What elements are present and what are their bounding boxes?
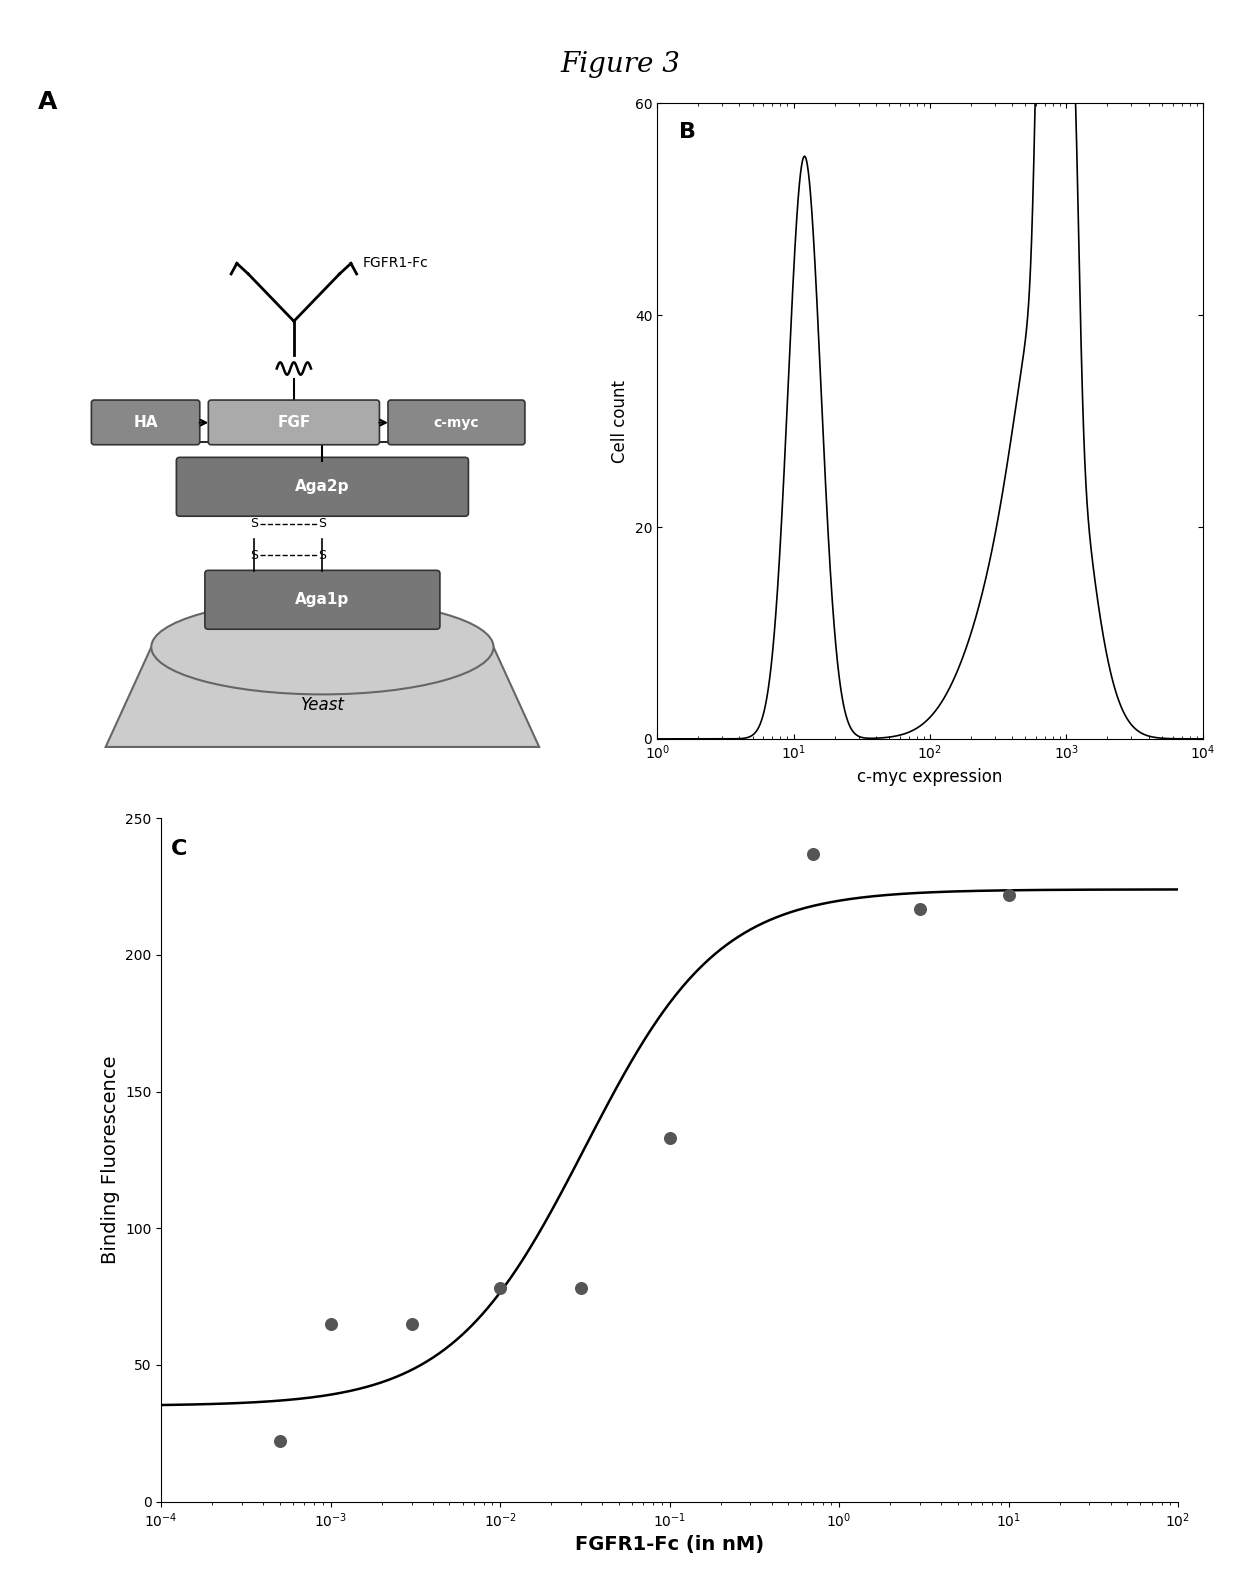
- Text: S: S: [250, 516, 258, 531]
- Text: B: B: [680, 122, 696, 143]
- Point: [321, 1311, 341, 1336]
- Text: S: S: [319, 516, 326, 531]
- Text: Aga1p: Aga1p: [295, 593, 350, 607]
- FancyBboxPatch shape: [388, 400, 525, 445]
- Y-axis label: Cell count: Cell count: [611, 380, 629, 462]
- Point: [660, 1125, 680, 1150]
- Y-axis label: Binding Fluorescence: Binding Fluorescence: [100, 1055, 119, 1265]
- Text: S: S: [250, 548, 258, 561]
- Text: Figure 3: Figure 3: [560, 51, 680, 78]
- Text: Aga2p: Aga2p: [295, 480, 350, 494]
- Text: A: A: [38, 91, 58, 114]
- Point: [910, 896, 930, 922]
- Point: [572, 1276, 591, 1301]
- Ellipse shape: [151, 599, 494, 694]
- X-axis label: c-myc expression: c-myc expression: [857, 767, 1003, 787]
- X-axis label: FGFR1-Fc (in nM): FGFR1-Fc (in nM): [575, 1535, 764, 1554]
- Point: [802, 841, 822, 866]
- Text: FGFR1-Fc: FGFR1-Fc: [362, 256, 428, 270]
- Text: c-myc: c-myc: [434, 416, 479, 429]
- Point: [402, 1311, 422, 1336]
- Text: C: C: [171, 839, 187, 858]
- Text: S: S: [319, 548, 326, 561]
- FancyBboxPatch shape: [208, 400, 379, 445]
- Polygon shape: [105, 647, 539, 747]
- Point: [998, 882, 1018, 907]
- Point: [270, 1429, 290, 1454]
- Text: Yeast: Yeast: [300, 696, 345, 713]
- FancyBboxPatch shape: [205, 570, 440, 629]
- Text: HA: HA: [134, 415, 157, 431]
- Point: [490, 1276, 510, 1301]
- FancyBboxPatch shape: [92, 400, 200, 445]
- FancyBboxPatch shape: [176, 458, 469, 516]
- Text: FGF: FGF: [278, 415, 310, 431]
